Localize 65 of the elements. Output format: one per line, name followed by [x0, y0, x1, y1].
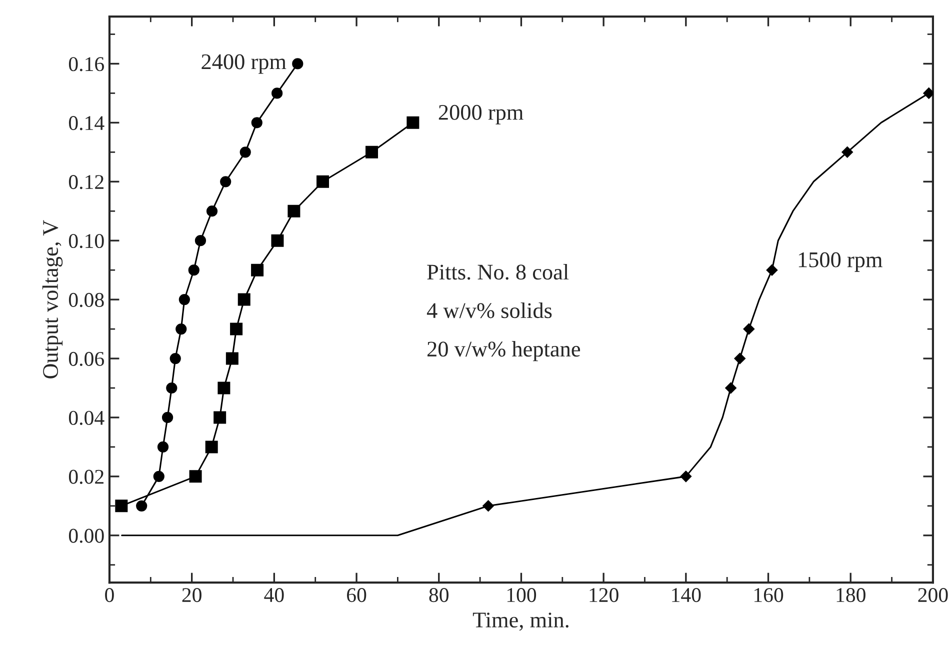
x-tick-label: 40 [264, 588, 284, 602]
point [841, 146, 854, 158]
point [288, 204, 300, 218]
x-tick-label: 200 [918, 588, 948, 602]
point [170, 352, 181, 364]
point [162, 412, 174, 424]
point [115, 500, 128, 512]
point [176, 323, 187, 335]
x-tick-label: 180 [836, 588, 866, 602]
annotation: Pitts. No. 8 coal [427, 264, 569, 280]
y-tick-label: 0.02 [68, 470, 104, 484]
x-axis-title: Time, min. [472, 612, 568, 631]
point [743, 323, 755, 335]
y-tick-label: 0.04 [68, 410, 104, 425]
point [406, 116, 420, 129]
point [226, 352, 238, 365]
point [251, 264, 264, 276]
y-tick-label: 0.16 [68, 57, 104, 72]
y-tick-label: 0.06 [68, 352, 104, 366]
point [734, 352, 746, 364]
point [482, 500, 494, 512]
point [153, 470, 164, 482]
y-axis-title: Output voltage, V [42, 220, 63, 378]
x-tick-label: 60 [347, 588, 366, 602]
point [194, 235, 206, 246]
annotation: 20 v/w% heptane [427, 340, 580, 362]
x-tick-label: 140 [672, 588, 701, 602]
point [238, 293, 250, 306]
point [292, 58, 304, 70]
point [214, 411, 226, 424]
point [366, 146, 378, 158]
point [189, 470, 202, 483]
x-tick-label: 100 [507, 588, 536, 602]
annotation: 2400 rpm [202, 54, 286, 74]
point [230, 322, 243, 336]
point [188, 264, 200, 276]
point [205, 440, 218, 454]
point [271, 234, 284, 247]
annotation: 2000 rpm [438, 104, 524, 124]
y-tick-label: 0.00 [68, 528, 104, 543]
y-tick-label: 0.08 [68, 292, 104, 308]
point [251, 117, 262, 128]
point [724, 382, 737, 394]
point [218, 382, 230, 394]
point [220, 176, 232, 188]
x-tick-label: 0 [105, 588, 114, 602]
point [240, 146, 251, 158]
x-tick-label: 80 [429, 588, 448, 602]
annotation: 1500 rpm [798, 252, 882, 272]
point [680, 470, 692, 482]
point [316, 175, 330, 188]
y-tick-label: 0.10 [68, 234, 104, 248]
x-tick-label: 160 [754, 588, 784, 602]
point [206, 206, 218, 217]
point [157, 441, 169, 453]
x-tick-label: 120 [590, 588, 618, 602]
point [272, 88, 283, 99]
y-tick-label: 0.14 [68, 116, 104, 130]
point [166, 382, 178, 394]
y-tick-label: 0.12 [68, 175, 104, 190]
point [136, 500, 148, 512]
point [766, 264, 778, 276]
point [178, 294, 190, 306]
x-tick-label: 20 [182, 588, 202, 602]
annotation: 4 w/v% solids [426, 302, 552, 318]
